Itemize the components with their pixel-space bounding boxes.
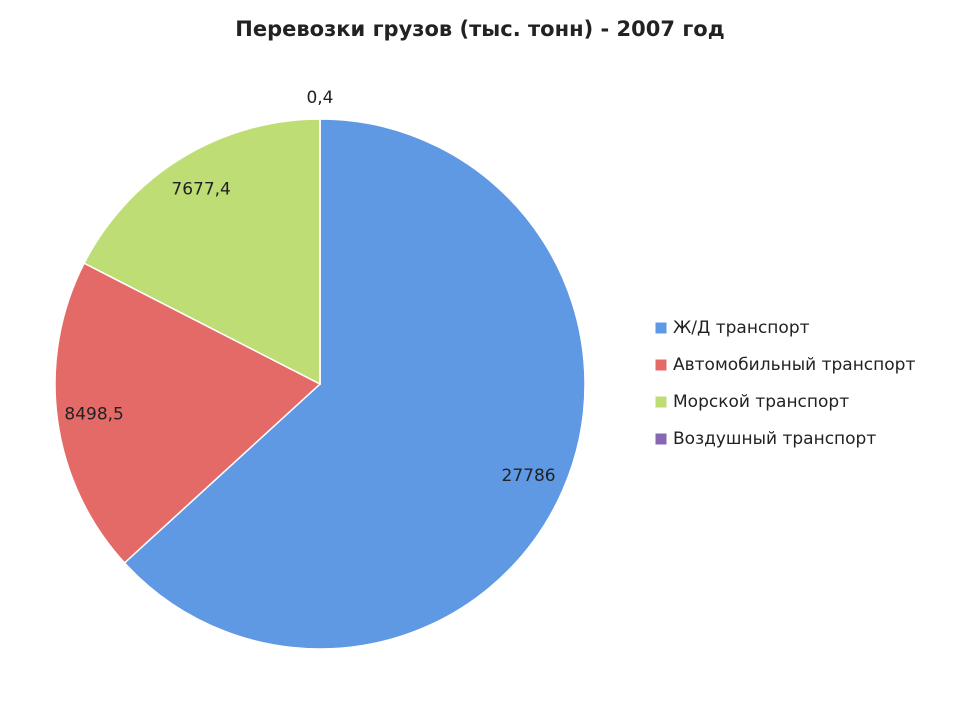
data-label: 27786 [502, 466, 556, 486]
data-label: 0,4 [306, 88, 333, 108]
data-label: 8498,5 [64, 404, 123, 424]
pie-slice [54, 262, 322, 564]
legend-swatch [654, 358, 668, 372]
legend-swatch [654, 432, 668, 446]
chart-title: Перевозки грузов (тыс. тонн) - 2007 год [235, 17, 724, 41]
legend-swatch [654, 321, 668, 335]
pie-slice [83, 118, 321, 386]
pie-slice [123, 118, 586, 650]
legend-label: Морской транспорт [673, 392, 849, 412]
legend-swatch [654, 395, 668, 409]
legend-label: Воздушный транспорт [673, 429, 876, 449]
data-label: 7677,4 [171, 180, 230, 200]
legend-label: Ж/Д транспорт [673, 318, 810, 338]
legend-label: Автомобильный транспорт [673, 355, 915, 375]
